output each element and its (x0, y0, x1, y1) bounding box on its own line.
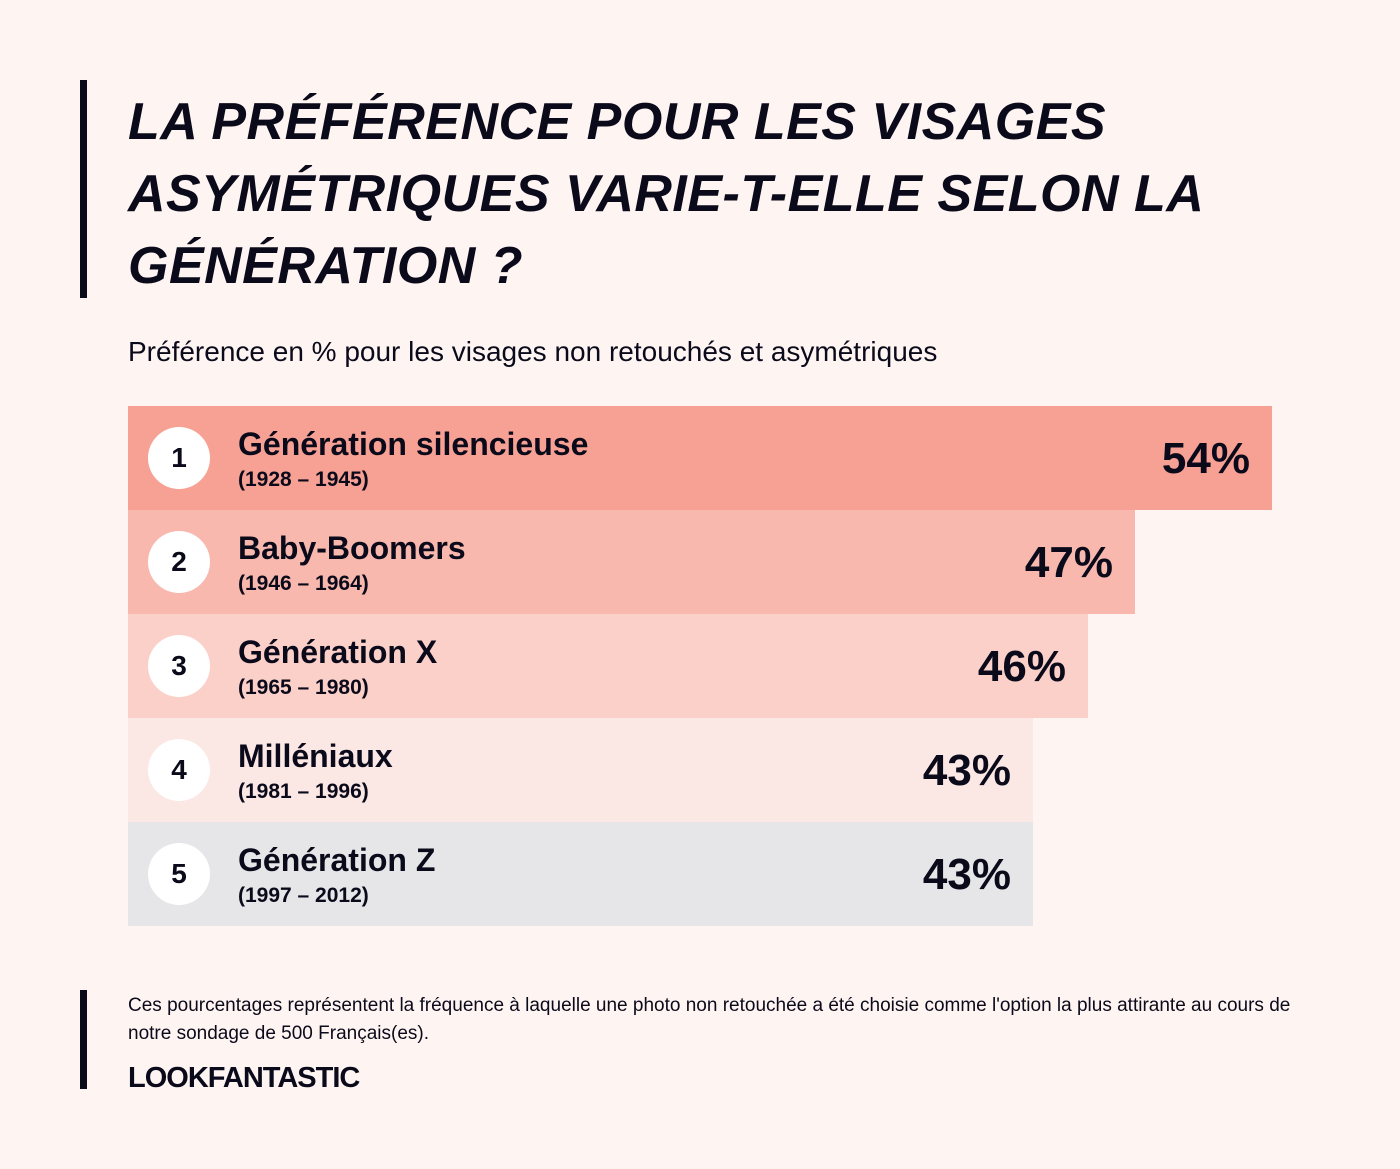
years-label: (1965 – 1980) (238, 676, 369, 699)
category-label: Baby-Boomers (238, 530, 466, 566)
category-label: Génération Z (238, 842, 436, 878)
footnote: Ces pourcentages représentent la fréquen… (128, 995, 1291, 1044)
rank-badge: 5 (148, 843, 210, 905)
rank-badge: 4 (148, 739, 210, 801)
bar-5: 5 Génération Z (1997 – 2012) 43% (128, 822, 1033, 926)
category-label: Génération X (238, 634, 438, 670)
bar-3: 3 Génération X (1965 – 1980) 46% (128, 614, 1088, 718)
years-label: (1928 – 1945) (238, 468, 369, 491)
footnote-accent-bar (80, 990, 87, 1089)
value-label: 46% (977, 642, 1066, 691)
value-label: 47% (1024, 538, 1113, 587)
rank-badge: 1 (148, 427, 210, 489)
rank-badge: 3 (148, 635, 210, 697)
bar-2: 2 Baby-Boomers (1946 – 1964) 47% (128, 510, 1135, 614)
bar-chart: 1 Génération silencieuse (1928 – 1945) 5… (128, 406, 1272, 926)
rank-badge: 2 (148, 531, 210, 593)
bar-1: 1 Génération silencieuse (1928 – 1945) 5… (128, 406, 1272, 510)
category-label: Milléniaux (238, 738, 393, 774)
years-label: (1981 – 1996) (238, 780, 369, 803)
category-label: Génération silencieuse (238, 426, 589, 462)
chart-subtitle: Préférence en % pour les visages non ret… (128, 336, 938, 367)
brand-logo: LOOKFANTASTIC (128, 1062, 360, 1094)
value-label: 43% (922, 746, 1011, 795)
title-accent-bar (80, 80, 87, 298)
value-label: 54% (1161, 434, 1250, 483)
value-label: 43% (922, 850, 1011, 899)
years-label: (1946 – 1964) (238, 572, 369, 595)
page-title: La préférence pour les visages asymétriq… (128, 93, 1203, 295)
bar-4: 4 Milléniaux (1981 – 1996) 43% (128, 718, 1033, 822)
years-label: (1997 – 2012) (238, 884, 369, 907)
